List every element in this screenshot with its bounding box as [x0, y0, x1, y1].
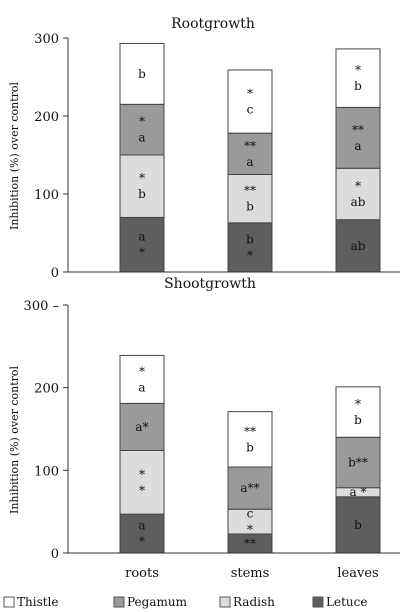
bar-segment-radish-stems	[227, 508, 273, 535]
bar-segment-pegamum-roots	[119, 402, 165, 451]
bar-segment-letuce-roots	[119, 513, 165, 554]
significance-label: c	[247, 103, 254, 117]
bar-segment-thistle-stems	[227, 411, 273, 468]
chart-title-shoot: Shootgrowth	[164, 276, 256, 292]
bar-segment-thistle-leaves	[335, 386, 381, 438]
y-tick-label: 300 –	[24, 299, 59, 314]
significance-label: b	[354, 79, 362, 93]
y-tick-label: 200	[34, 382, 59, 397]
x-category-label: leaves	[337, 566, 378, 581]
significance-label: *	[247, 523, 253, 537]
significance-label: c	[247, 507, 254, 521]
bar-segment-radish-leaves	[335, 167, 381, 221]
bar-segment-radish-stems	[227, 174, 273, 224]
significance-label: **	[244, 424, 256, 438]
significance-label: a*	[135, 420, 148, 434]
y-tick-label: 100	[34, 188, 59, 203]
y-axis-label-shoot: Inhibition (%) over control	[8, 365, 21, 514]
significance-label: a	[138, 519, 145, 533]
bar-segment-thistle-stems	[227, 69, 273, 134]
significance-label: *	[355, 397, 361, 411]
significance-label: *	[355, 63, 361, 77]
significance-label: *	[139, 171, 145, 185]
legend-label-letuce: Letuce	[326, 595, 367, 609]
significance-label: *	[139, 364, 145, 378]
significance-label: **	[244, 536, 256, 550]
bar-segment-radish-roots	[119, 449, 165, 515]
bar-segment-pegamum-leaves	[335, 106, 381, 169]
y-tick-label: 0	[51, 266, 59, 281]
significance-label: *	[139, 115, 145, 129]
legend-swatch-pegamum	[113, 596, 125, 608]
bar-segment-thistle-roots	[119, 354, 165, 404]
significance-label: b	[138, 187, 146, 201]
significance-label: b	[246, 200, 254, 214]
significance-label: a	[138, 131, 145, 145]
significance-label: a *	[350, 485, 367, 499]
bar-segment-letuce-stems	[227, 222, 273, 273]
significance-label: ab	[351, 195, 366, 209]
significance-label: **	[244, 184, 256, 198]
significance-label: b**	[348, 455, 368, 469]
significance-label: ab	[351, 239, 366, 253]
bar-segment-radish-roots	[119, 154, 165, 218]
significance-label: b	[354, 518, 362, 532]
bar-segment-thistle-leaves	[335, 48, 381, 108]
legend-label-pegamum: Pegamum	[127, 595, 188, 609]
significance-label: *	[247, 248, 253, 262]
legend: Thistle Pegamum Radish Letuce	[3, 595, 367, 609]
significance-label: b	[354, 413, 362, 427]
significance-label: *	[355, 179, 361, 193]
significance-label: a	[138, 230, 145, 244]
shoot-growth-panel: Shootgrowth Inhibition (%) over control …	[8, 276, 400, 581]
significance-label: a**	[240, 481, 259, 495]
significance-label: *	[139, 535, 145, 549]
significance-label: b	[246, 440, 254, 454]
root-growth-panel: Rootgrowth Inhibition (%) over control 0…	[8, 16, 400, 281]
legend-label-thistle: Thistle	[17, 595, 59, 609]
y-tick-label: 0	[51, 547, 59, 562]
significance-label: *	[139, 246, 145, 260]
significance-label: a	[354, 139, 361, 153]
significance-label: **	[352, 123, 364, 137]
bar-segment-letuce-leaves	[335, 496, 381, 554]
significance-label: *	[139, 483, 145, 497]
bar-segment-thistle-roots	[119, 42, 165, 105]
legend-label-radish: Radish	[233, 595, 275, 609]
significance-label: **	[244, 139, 256, 153]
significance-label: b	[246, 232, 254, 246]
significance-label: a	[138, 380, 145, 394]
bar-segment-pegamum-stems	[227, 466, 273, 510]
significance-label: *	[139, 467, 145, 481]
legend-swatch-radish	[219, 596, 231, 608]
bar-segment-pegamum-stems	[227, 132, 273, 176]
bar-segment-letuce-roots	[119, 216, 165, 273]
legend-swatch-letuce	[312, 596, 324, 608]
y-tick-label: 200	[34, 110, 59, 125]
x-category-label: roots	[125, 566, 159, 581]
significance-label: *	[247, 87, 253, 101]
significance-label: b	[138, 67, 146, 81]
bar-segment-pegamum-roots	[119, 103, 165, 156]
significance-label: a	[246, 155, 253, 169]
x-category-label: stems	[231, 566, 270, 581]
chart-title-root: Rootgrowth	[171, 16, 255, 32]
legend-swatch-thistle	[3, 596, 15, 608]
y-axis-label-root: Inhibition (%) over control	[8, 81, 21, 230]
y-tick-label: 300	[34, 32, 59, 47]
y-tick-label: 100	[34, 464, 59, 479]
